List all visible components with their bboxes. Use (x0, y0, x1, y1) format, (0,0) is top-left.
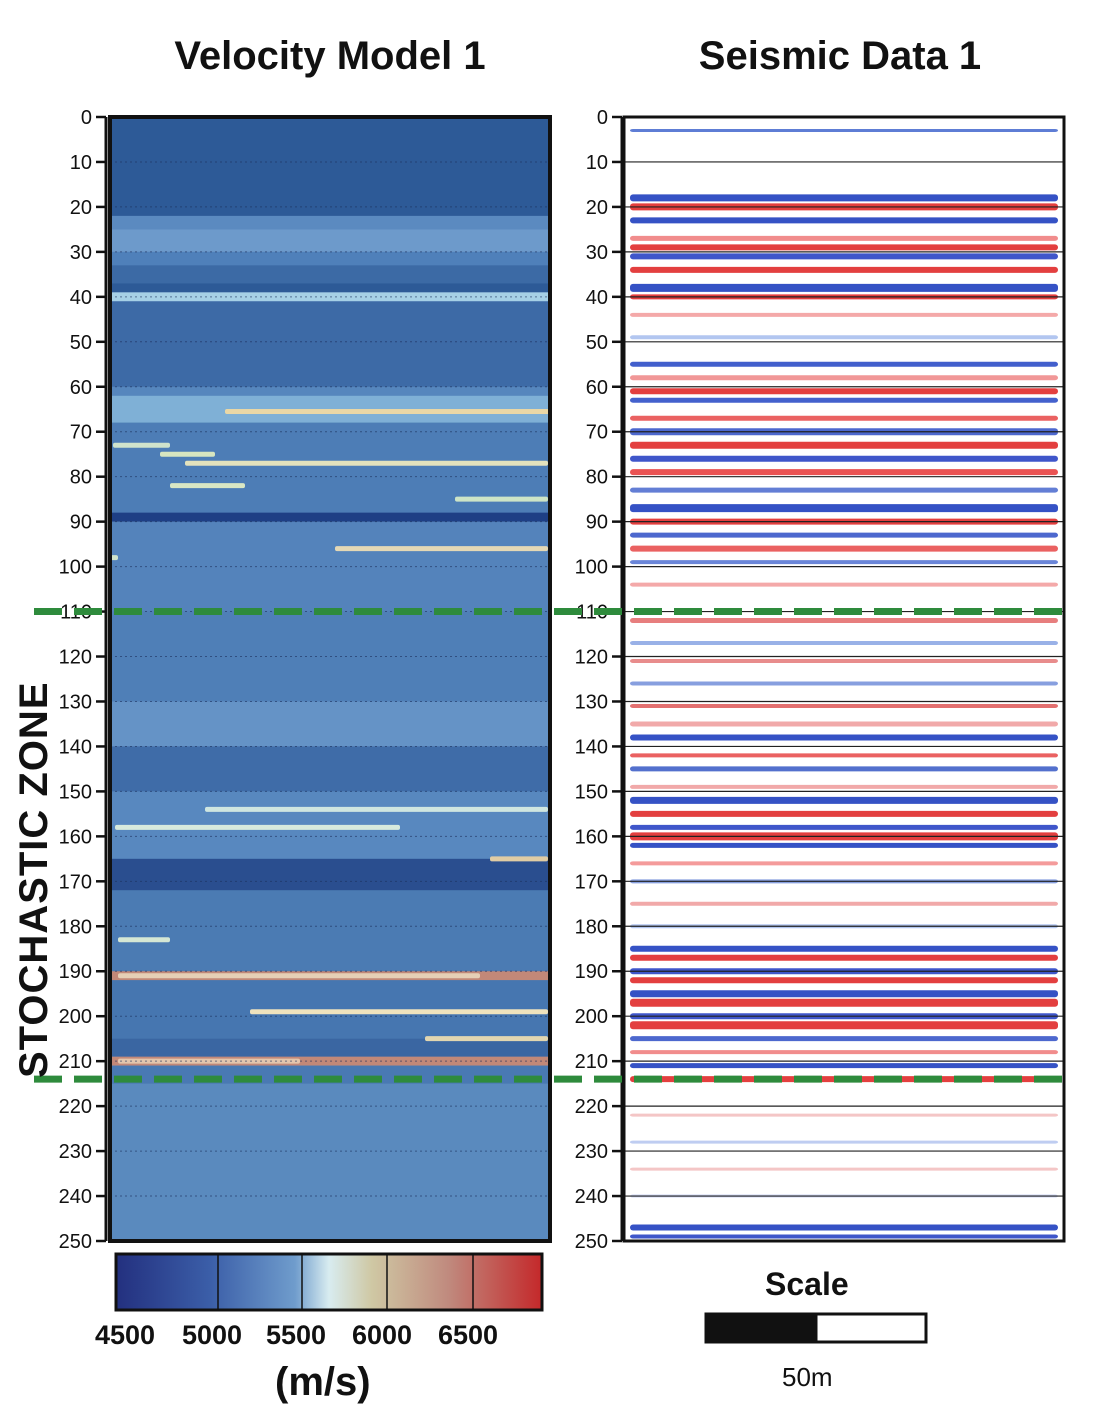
velocity-tick-label-10: 10 (70, 152, 92, 174)
seismic-tick-label-160: 160 (575, 826, 608, 848)
seismic-tick-label-220: 220 (575, 1096, 608, 1118)
seismic-tick-label-140: 140 (575, 736, 608, 758)
velocity-tick-label-160: 160 (59, 826, 92, 848)
seismic-tick-label-200: 200 (575, 1006, 608, 1028)
velocity-tick-label-200: 200 (59, 1006, 92, 1028)
seismic-tick-label-20: 20 (586, 197, 608, 219)
velocity-tick-label-90: 90 (70, 512, 92, 534)
velocity-tick-label-210: 210 (59, 1051, 92, 1073)
seismic-tick-label-230: 230 (575, 1141, 608, 1163)
velocity-tick-label-220: 220 (59, 1096, 92, 1118)
velocity-tick-label-0: 0 (81, 107, 92, 129)
seismic-depth-axis: 0 10 20 30 40 50 60 70 80 90 100 110 120 130 140 150 160… (575, 107, 624, 1253)
colorbar-label-6000: 6000 (352, 1320, 413, 1350)
scale-bar (704, 1312, 928, 1344)
velocity-model-title: Velocity Model 1 (174, 34, 486, 78)
colorbar-label-5000: 5000 (182, 1320, 243, 1350)
seismic-tick-label-110: 110 (576, 602, 608, 624)
velocity-tick-label-250: 250 (59, 1231, 92, 1253)
stochastic-zone-label: STOCHASTIC ZONE (12, 681, 56, 1078)
colorbar-label-5500: 5500 (266, 1320, 327, 1350)
velocity-tick-label-130: 130 (59, 691, 92, 713)
seismic-tick-label-70: 70 (586, 422, 608, 444)
scale-length-label: 50m (782, 1362, 833, 1392)
seismic-tick-label-100: 100 (575, 557, 608, 579)
velocity-tick-label-190: 190 (59, 961, 92, 983)
velocity-tick-label-70: 70 (70, 422, 92, 444)
seismic-tick-label-170: 170 (575, 871, 608, 893)
seismic-tick-label-50: 50 (586, 332, 608, 354)
seismic-tick-label-40: 40 (586, 287, 608, 309)
seismic-data-panel (622, 115, 1066, 1243)
velocity-tick-label-120: 120 (59, 647, 92, 669)
seismic-tick-label-250: 250 (575, 1231, 608, 1253)
colorbar-label-4500: 4500 (95, 1320, 156, 1350)
scale-title: Scale (765, 1266, 849, 1302)
velocity-tick-label-80: 80 (70, 467, 92, 489)
colorbar-unit: (m/s) (275, 1360, 371, 1404)
velocity-colorbar (114, 1252, 544, 1312)
velocity-tick-label-50: 50 (70, 332, 92, 354)
seismic-tick-label-190: 190 (575, 961, 608, 983)
velocity-depth-axis: 0102030405060708090100110120130140150160… (59, 107, 108, 1253)
velocity-tick-label-30: 30 (70, 242, 92, 264)
colorbar-label-6500: 6500 (438, 1320, 499, 1350)
velocity-tick-label-240: 240 (59, 1186, 92, 1208)
seismic-tick-label-60: 60 (586, 377, 608, 399)
seismic-tick-label-90: 90 (586, 512, 608, 534)
seismic-data-title: Seismic Data 1 (698, 34, 982, 78)
velocity-tick-label-40: 40 (70, 287, 92, 309)
seismic-tick-label-130: 130 (575, 691, 608, 713)
seismic-tick-label-120: 120 (575, 647, 608, 669)
velocity-tick-label-20: 20 (70, 197, 92, 219)
velocity-tick-label-170: 170 (59, 871, 92, 893)
seismic-tick-label-240: 240 (575, 1186, 608, 1208)
velocity-model-panel (108, 115, 552, 1243)
seismic-tick-label-30: 30 (586, 242, 608, 264)
seismic-tick-label-10: 10 (586, 152, 608, 174)
stochastic-zone-lines (34, 608, 1064, 1083)
seismic-tick-label-210: 210 (575, 1051, 608, 1073)
seismic-tick-label-150: 150 (575, 781, 608, 803)
seismic-tick-label-0: 0 (597, 107, 608, 129)
velocity-tick-label-60: 60 (70, 377, 92, 399)
velocity-tick-label-180: 180 (59, 916, 92, 938)
velocity-tick-label-230: 230 (59, 1141, 92, 1163)
velocity-tick-label-100: 100 (59, 557, 92, 579)
velocity-tick-label-140: 140 (59, 736, 92, 758)
seismic-tick-label-180: 180 (575, 916, 608, 938)
velocity-tick-label-150: 150 (59, 781, 92, 803)
seismic-tick-label-80: 80 (586, 467, 608, 489)
